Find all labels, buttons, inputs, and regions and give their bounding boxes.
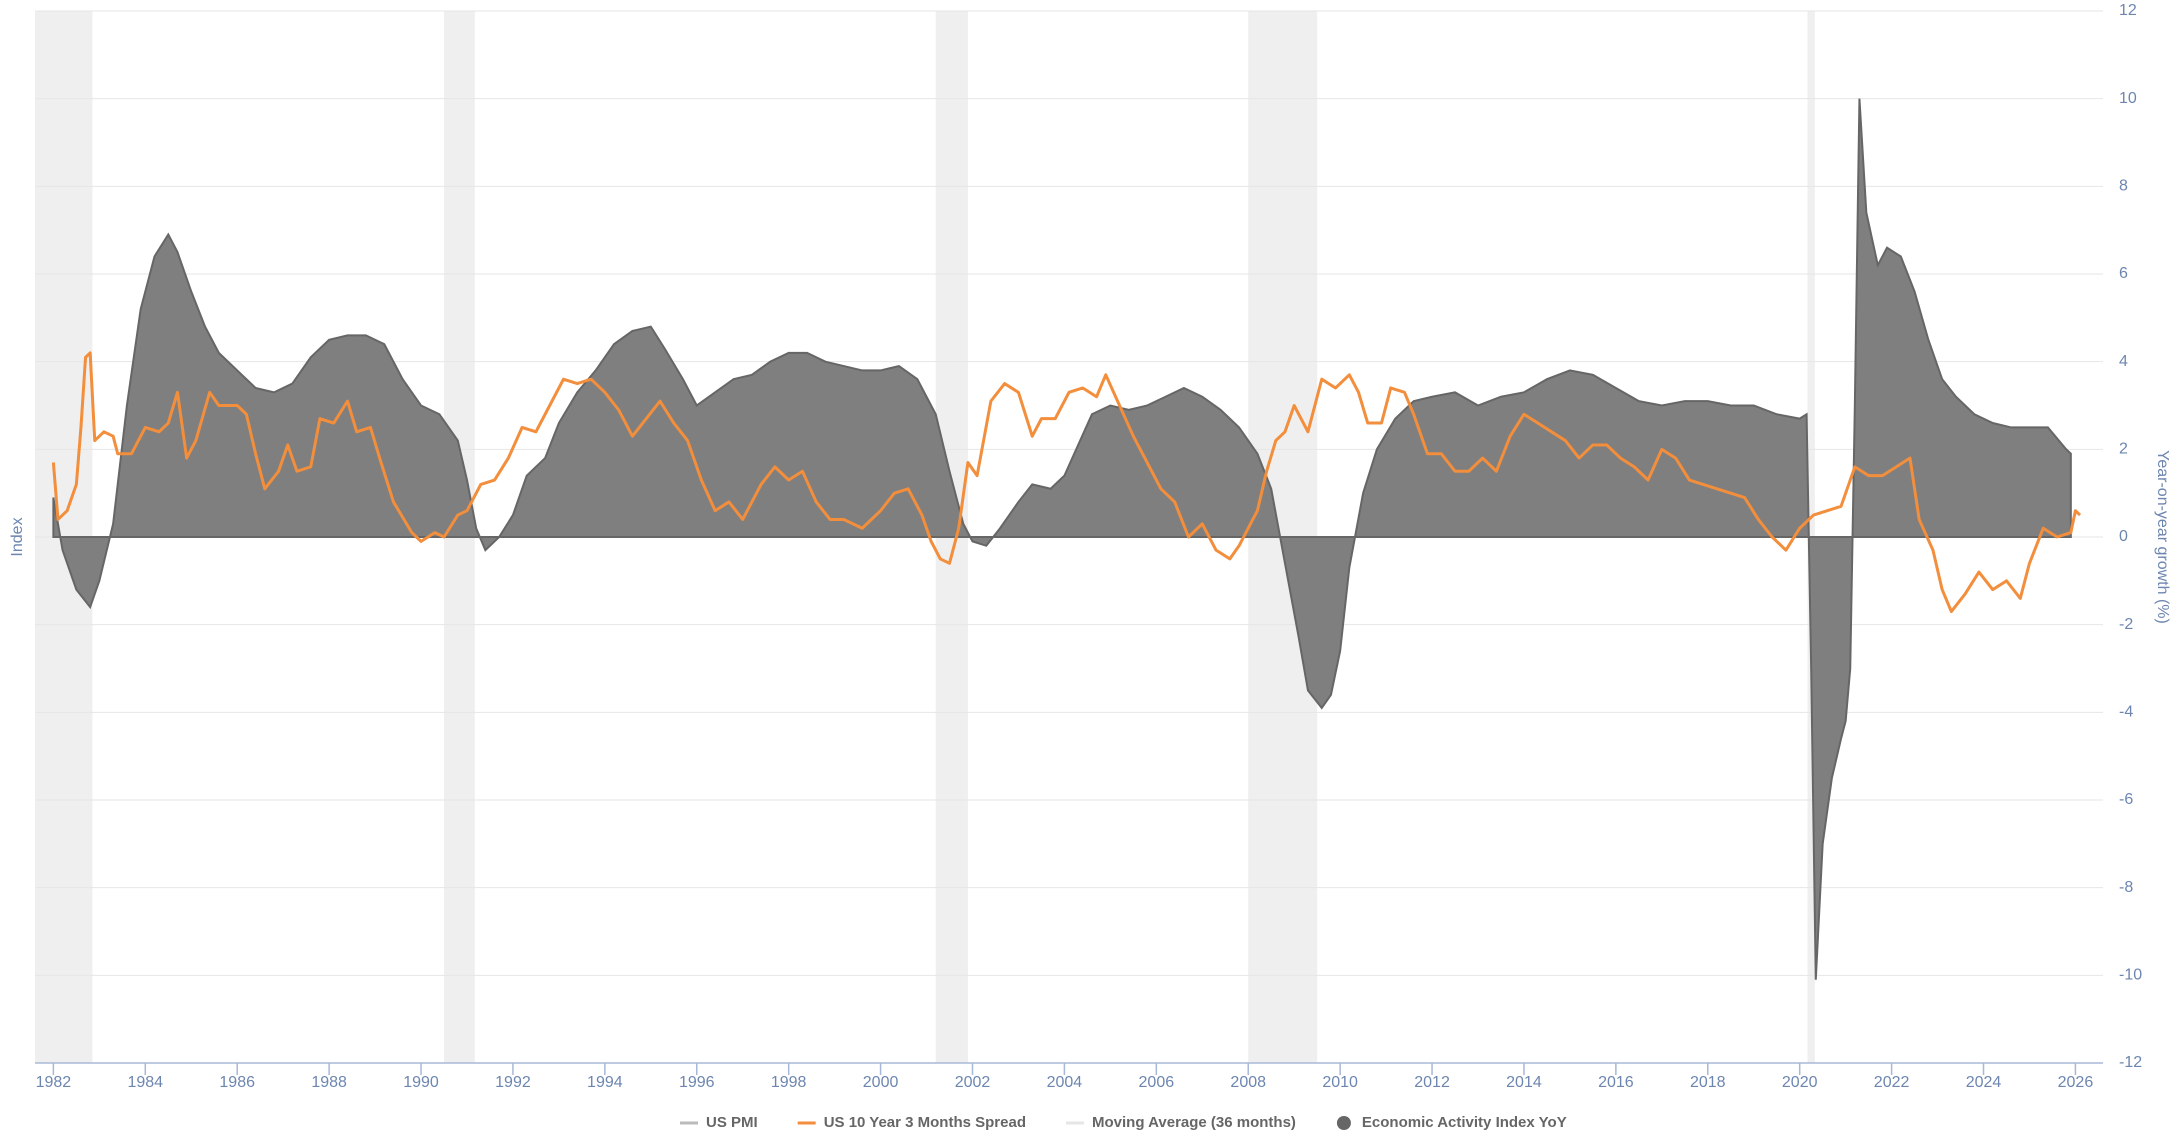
x-tick-label: 2008 <box>1230 1074 1266 1091</box>
x-tick-label: 1982 <box>36 1074 72 1091</box>
y2-tick-label: 2 <box>2119 441 2128 458</box>
y2-tick-label: 4 <box>2119 353 2128 370</box>
y2-tick-label: 0 <box>2119 528 2128 545</box>
area <box>52 98 2072 980</box>
legend-symbol <box>1336 1116 1351 1130</box>
y2-tick-label: 12 <box>2119 2 2137 19</box>
x-tick-label: 2012 <box>1414 1074 1450 1091</box>
line <box>51 351 2082 614</box>
y2-tick-label: 10 <box>2119 90 2137 107</box>
x-tick-label: 2024 <box>1966 1074 2002 1091</box>
x-tick-label: 1984 <box>127 1074 163 1091</box>
x-tick-label: 1986 <box>219 1074 255 1091</box>
x-tick-label: 1996 <box>679 1074 715 1091</box>
x-tick-label: 2000 <box>863 1074 899 1091</box>
left-axis-title: Index <box>9 517 26 556</box>
x-tick-label: 1992 <box>495 1074 531 1091</box>
y2-tick-label: -8 <box>2119 879 2133 896</box>
legend-label: Moving Average (36 months) <box>1092 1114 1296 1131</box>
x-tick-label: 2018 <box>1690 1074 1726 1091</box>
y2-tick-label: 8 <box>2119 178 2128 195</box>
right-axis-title: Year-on-year growth (%) <box>2154 450 2171 624</box>
legend-label: US 10 Year 3 Months Spread <box>824 1114 1026 1131</box>
x-tick-label: 1988 <box>311 1074 347 1091</box>
y2-tick-label: -6 <box>2119 791 2133 808</box>
y2-tick-label: -12 <box>2119 1054 2142 1071</box>
x-tick-label: 2026 <box>2058 1074 2094 1091</box>
x-tick-label: 2002 <box>955 1074 991 1091</box>
legend-label: US PMI <box>706 1114 758 1131</box>
x-tick-label: 2006 <box>1139 1074 1175 1091</box>
x-tick-label: 2014 <box>1506 1074 1542 1091</box>
legend-label: Economic Activity Index YoY <box>1362 1114 1567 1131</box>
y2-tick-label: -10 <box>2119 967 2142 984</box>
y2-tick-label: 6 <box>2119 265 2128 282</box>
y2-tick-label: -4 <box>2119 704 2133 721</box>
x-tick-label: 1994 <box>587 1074 623 1091</box>
y2-tick-label: -2 <box>2119 616 2133 633</box>
x-tick-label: 2020 <box>1782 1074 1818 1091</box>
x-tick-label: 2016 <box>1598 1074 1634 1091</box>
x-tick-label: 1990 <box>403 1074 439 1091</box>
x-tick-label: 2022 <box>1874 1074 1910 1091</box>
x-tick-label: 1998 <box>771 1074 807 1091</box>
x-tick-label: 2010 <box>1322 1074 1358 1091</box>
x-tick-label: 2004 <box>1047 1074 1083 1091</box>
